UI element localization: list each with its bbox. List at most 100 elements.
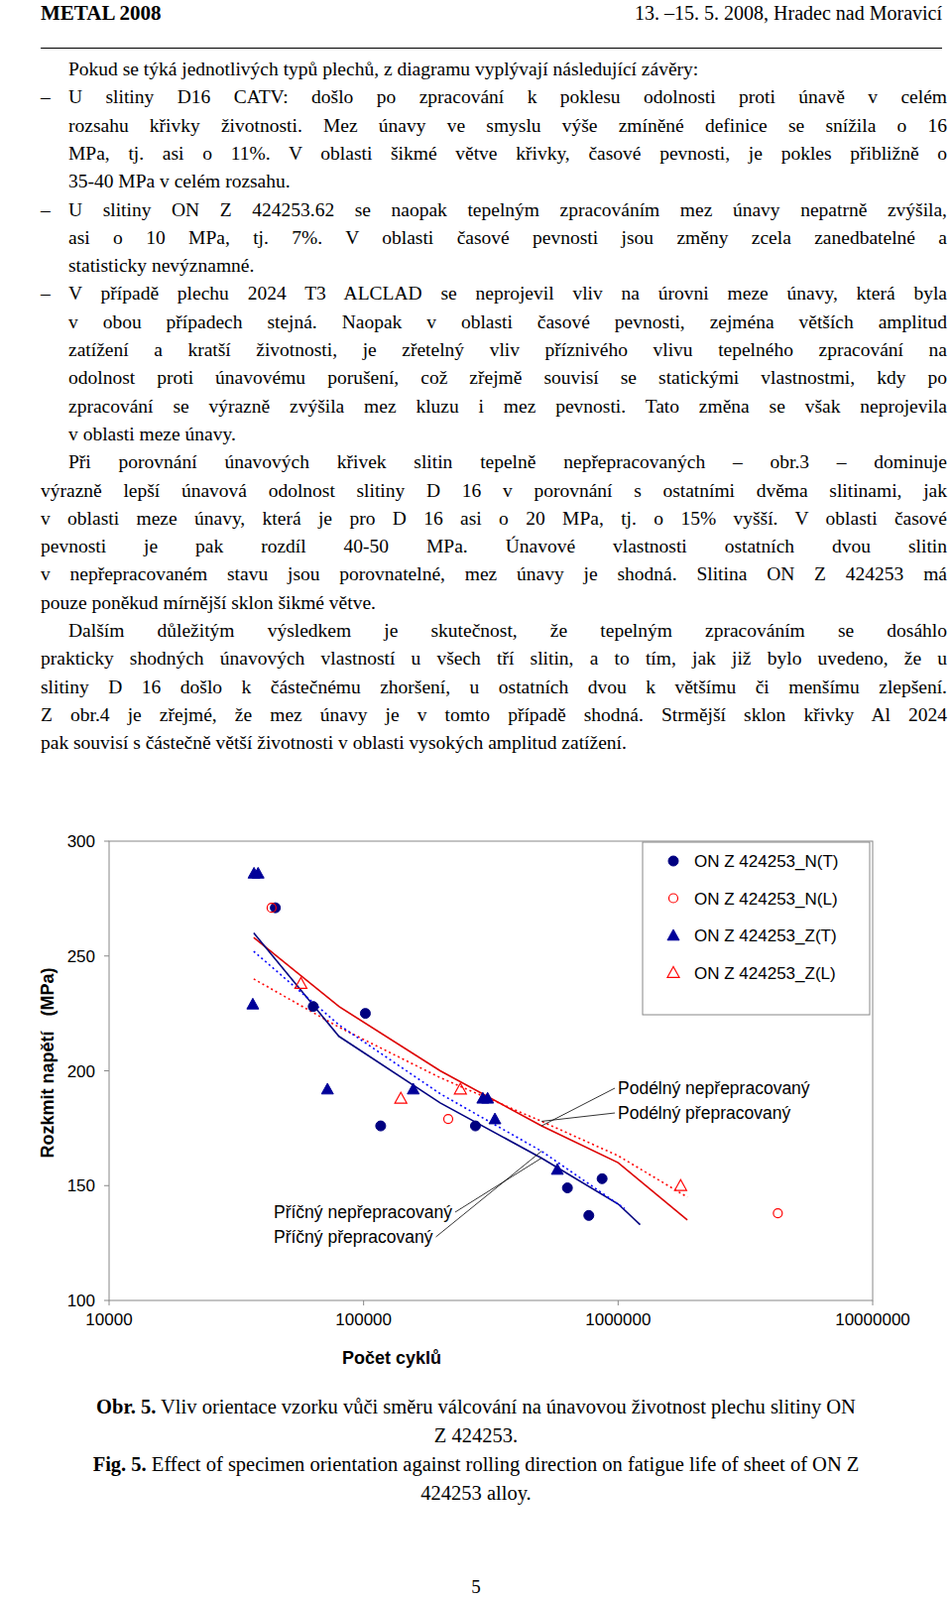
x-tick	[109, 1300, 111, 1306]
legend-box	[642, 841, 870, 1015]
text-line: Pokud se týká jednotlivých typů plechů, …	[68, 55, 948, 84]
text-line: U slitiny ON Z 424253.62 se naopak tepel…	[68, 196, 948, 225]
data-point	[773, 1208, 783, 1218]
data-point	[454, 1082, 467, 1094]
text-line: odolnost proti únavovému porušení, což z…	[68, 363, 948, 392]
text-line: 35-40 MPa v celém rozsahu.	[68, 167, 948, 196]
curve-label: Podélný přepracovaný	[617, 1102, 791, 1123]
curve-label: Podélný nepřepracovaný	[617, 1077, 811, 1098]
x-tick	[617, 1300, 619, 1306]
data-point	[596, 1173, 607, 1184]
text-line: MPa, tj. asi o 11%. V oblasti šikmé větv…	[68, 139, 948, 168]
text-line: pevnosti je pak rozdíl 40-50 MPa. Únavov…	[40, 532, 948, 561]
y-tick-label: 100	[67, 1291, 96, 1310]
y-tick-label: 300	[67, 832, 96, 851]
data-point	[251, 866, 264, 878]
text-line: Při porovnání únavových křivek slitin te…	[68, 448, 948, 476]
header-rule	[40, 47, 943, 49]
data-point	[294, 977, 307, 989]
caption-line: 424253 alloy.	[19, 1478, 933, 1507]
x-tick	[872, 1300, 874, 1306]
data-point	[266, 903, 276, 913]
legend-marker	[667, 966, 680, 978]
legend-label: ON Z 424253_N(T)	[694, 851, 839, 871]
caption-line: Z 424253.	[19, 1421, 933, 1449]
legend-marker	[667, 929, 680, 941]
y-tick	[104, 1300, 110, 1302]
caption-label: Obr. 5.	[96, 1395, 156, 1418]
text-line: v oblasti meze únavy, která je pro D 16 …	[40, 504, 948, 533]
text-line: zatížení a kratší životnosti, je zřeteln…	[68, 336, 948, 364]
legend-label: ON Z 424253_N(L)	[694, 889, 838, 909]
text-line: statisticky nevýznamné.	[68, 251, 948, 280]
text-line: U slitiny D16 CATV: došlo po zpracování …	[68, 83, 948, 112]
text-line: pak souvisí s částečně větší životnosti …	[40, 728, 948, 757]
legend-marker	[669, 893, 679, 903]
x-tick	[362, 1300, 364, 1306]
text-line: slitiny D 16 došlo k částečnému zhoršení…	[40, 673, 948, 702]
caption-text: Z 424253.	[434, 1424, 518, 1446]
plot-frame	[109, 840, 873, 1301]
x-tick-label: 10000000	[834, 1309, 911, 1329]
x-axis-title: Počet cyklů	[342, 1347, 442, 1368]
data-point	[321, 1082, 334, 1094]
y-tick	[104, 1185, 110, 1187]
data-point	[551, 1163, 564, 1175]
x-tick-label: 100000	[335, 1309, 392, 1329]
chart: 1001502002503001000010000010000001000000…	[0, 0, 952, 1600]
caption-text: Effect of specimen orientation against r…	[151, 1452, 859, 1475]
bullet-marker: –	[40, 196, 51, 225]
data-point	[674, 1179, 687, 1190]
text-line: prakticky shodných únavových vlastností …	[40, 644, 948, 673]
bullet-marker: –	[40, 279, 51, 308]
leader-line	[541, 1087, 615, 1126]
fit-curve	[253, 951, 625, 1208]
header-date: 13. –15. 5. 2008, Hradec nad Moravicí	[634, 0, 943, 26]
data-point	[308, 1001, 319, 1012]
data-point	[488, 1112, 501, 1124]
y-tick	[104, 840, 110, 842]
text-line: v oblasti meze únavy.	[68, 420, 948, 449]
text-line: asi o 10 MPa, tj. 7%. V oblasti časové p…	[68, 224, 948, 252]
y-tick-label: 200	[67, 1062, 96, 1081]
data-point	[584, 1209, 595, 1220]
caption-text: Vliv orientace vzorku vůči směru válcová…	[160, 1395, 856, 1418]
data-point	[407, 1082, 420, 1094]
page-number: 5	[0, 1575, 952, 1598]
caption-line: Fig. 5. Effect of specimen orientation a…	[19, 1449, 933, 1478]
y-tick	[104, 954, 110, 956]
data-point	[246, 997, 259, 1009]
data-point	[359, 1008, 370, 1019]
legend-label: ON Z 424253_Z(L)	[694, 963, 836, 983]
leader-line	[436, 1151, 543, 1237]
text-line: v obou případech stejná. Naopak v oblast…	[68, 308, 948, 337]
text-line: výrazně lepší únavová odolnost slitiny D…	[40, 476, 948, 505]
data-point	[443, 1114, 453, 1124]
legend-marker	[668, 855, 679, 866]
y-axis-title: Rozkmit napětí (MPa)	[37, 966, 58, 1158]
caption-line: Obr. 5. Vliv orientace vzorku vůči směru…	[19, 1392, 933, 1421]
header-title: METAL 2008	[40, 0, 162, 26]
text-line: V případě plechu 2024 T3 ALCLAD se nepro…	[68, 279, 948, 308]
leader-line	[541, 1112, 615, 1121]
page: METAL 2008 13. –15. 5. 2008, Hradec nad M…	[0, 0, 952, 1600]
text-line: zpracování se výrazně zvýšila mez kluzu …	[68, 392, 948, 421]
leader-line	[455, 1157, 542, 1212]
fit-curve	[253, 933, 641, 1225]
text-line: Z obr.4 je zřejmé, že mez únavy je v tom…	[40, 701, 948, 729]
y-tick	[104, 1070, 110, 1071]
legend-label: ON Z 424253_Z(T)	[694, 926, 837, 946]
x-tick-label: 10000	[85, 1309, 132, 1329]
text-line: rozsahu křivky životnosti. Mez únavy ve …	[68, 112, 948, 140]
data-point	[270, 902, 281, 913]
caption-text: 424253 alloy.	[420, 1481, 531, 1504]
curve-label: Příčný nepřepracovaný	[273, 1201, 453, 1222]
caption-label: Fig. 5.	[93, 1452, 147, 1475]
data-point	[470, 1120, 480, 1131]
y-tick-label: 150	[67, 1176, 96, 1195]
x-tick-label: 1000000	[585, 1309, 651, 1329]
text-line: v nepřepracovaném stavu jsou porovnateln…	[40, 560, 948, 589]
data-point	[562, 1183, 573, 1193]
curve-label: Příčný přepracovaný	[273, 1226, 434, 1247]
data-point	[394, 1091, 407, 1103]
